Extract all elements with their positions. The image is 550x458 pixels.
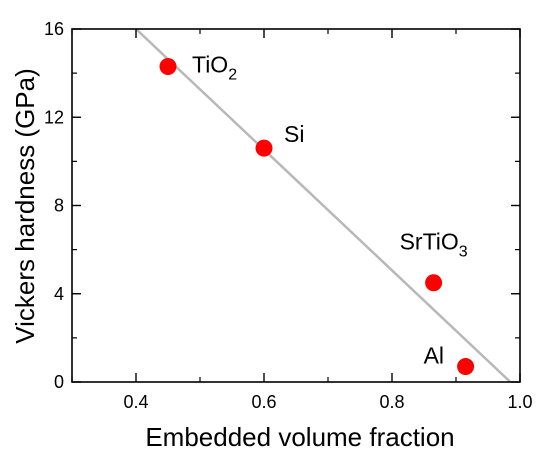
fit-line-layer (135, 28, 512, 383)
data-point (255, 139, 273, 157)
data-point (159, 58, 177, 76)
x-tick-label: 0.8 (379, 392, 404, 412)
fit-line (135, 28, 512, 383)
x-tick-label: 1.0 (507, 392, 532, 412)
data-point (457, 358, 475, 376)
point-label: Al (424, 343, 444, 369)
point-labels: TiO2 Si SrTiO3 Al (192, 52, 468, 369)
point-label: TiO2 (192, 52, 237, 84)
y-tick-label: 0 (54, 372, 64, 392)
x-tick-label: 0.6 (251, 392, 276, 412)
y-tick-label: 4 (54, 284, 64, 304)
x-tick-label: 0.4 (123, 392, 148, 412)
y-tick-label: 12 (44, 107, 64, 127)
x-axis-title: Embedded volume fraction (145, 422, 454, 452)
point-label: Si (284, 121, 304, 147)
y-tick-label: 16 (44, 19, 64, 39)
points-layer (159, 58, 475, 376)
x-ticks: 0.4 0.6 0.8 1.0 (71, 29, 533, 412)
point-label: SrTiO3 (400, 229, 468, 261)
data-point (425, 274, 443, 292)
y-ticks: 0 4 8 12 16 (44, 19, 520, 392)
y-tick-label: 8 (54, 196, 64, 216)
y-axis-title: Vickers hardness (GPa) (10, 68, 40, 344)
